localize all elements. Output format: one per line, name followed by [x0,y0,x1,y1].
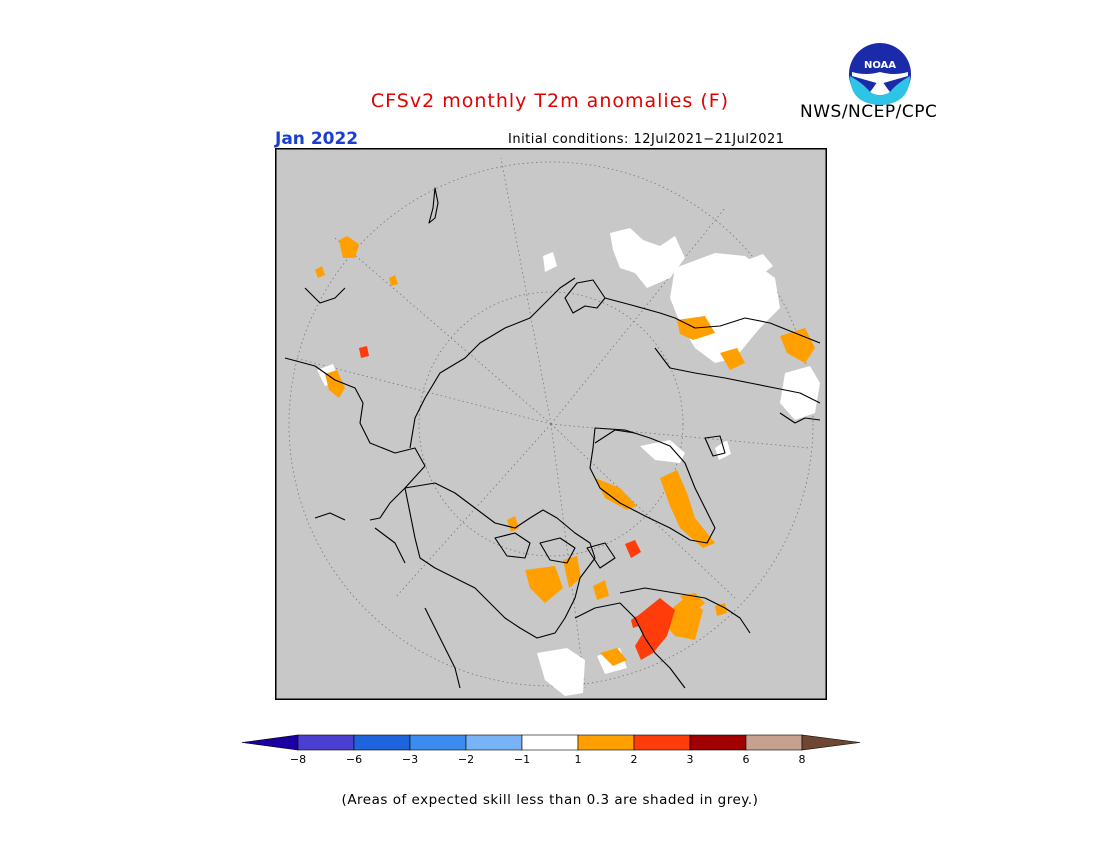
coastline-segment [564,279,606,314]
colorbar-segment [297,734,355,751]
agency-label: NWS/NCEP/CPC [800,102,938,122]
colorbar-tick-label: −1 [514,753,530,766]
colorbar-arrow-low [241,734,299,751]
meridian-line [550,423,811,449]
coastline-segment [779,412,821,424]
coastline-segment [409,277,576,449]
colorbar-tick-label: 1 [575,753,582,766]
meridian-line [394,423,552,599]
coastline-segment [424,607,461,689]
meridian-line [550,423,586,689]
colorbar-tick-label: 2 [631,753,638,766]
colorbar: −8 −6 −3 −2 −1 1 2 3 6 8 [241,734,861,766]
colorbar-tick-label: 3 [687,753,694,766]
colorbar-tick-label: −6 [346,753,362,766]
colorbar-arrow-high [801,734,861,751]
colorbar-segment [745,734,803,751]
colorbar-segment [521,734,579,751]
coastline-segment [704,435,726,457]
forecast-month: Jan 2022 [275,129,359,149]
colorbar-segment [409,734,467,751]
polar-map [275,148,827,700]
anomaly-orange-patches [315,236,815,666]
coastline-segment [594,429,636,444]
coastline-segment [284,357,426,521]
map-border [275,148,827,700]
meridian-line [500,157,552,425]
graticule-outer-circle [288,161,814,687]
skill-footnote: (Areas of expected skill less than 0.3 a… [341,792,759,808]
island-coast [539,537,576,564]
colorbar-segment [689,734,747,751]
colorbar-segment [577,734,635,751]
anomaly-red-patches [359,346,675,660]
colorbar-tick-label: −2 [458,753,474,766]
colorbar-tick-label: 6 [743,753,750,766]
labrador-coast [619,587,751,634]
coastline-segment [428,187,439,224]
colorbar-labels: −8 −6 −3 −2 −1 1 2 3 6 8 [290,753,806,766]
initial-conditions: Initial conditions: 12Jul2021−21Jul2021 [508,132,785,147]
coastline-segment [604,297,821,344]
colorbar-tick-label: −3 [402,753,418,766]
hudson-bay-coast [574,602,686,689]
noaa-logo-text: NOAA [864,60,896,71]
coastline-segment [314,512,346,521]
colorbar-tick-label: −8 [290,753,306,766]
meridian-line [550,423,736,599]
colorbar-segment [465,734,523,751]
noaa-logo: NOAA [849,43,911,105]
arctic-archipelago-coast [404,482,596,639]
coastline-segment [304,287,346,304]
island-coast [494,532,531,559]
graticule [288,157,814,689]
colorbar-segment [353,734,411,751]
coastlines [284,187,821,689]
coastline-segment [654,347,821,404]
colorbar-tick-label: 8 [799,753,806,766]
colorbar-segment [633,734,691,751]
colorbar-segments [241,734,861,751]
greenland-coast [589,427,716,544]
meridian-line [550,207,726,425]
chart-title: CFSv2 monthly T2m anomalies (F) [370,90,730,112]
coastline-segment [374,527,406,564]
graticule-inner-circle [418,291,684,557]
island-coast [586,542,616,569]
